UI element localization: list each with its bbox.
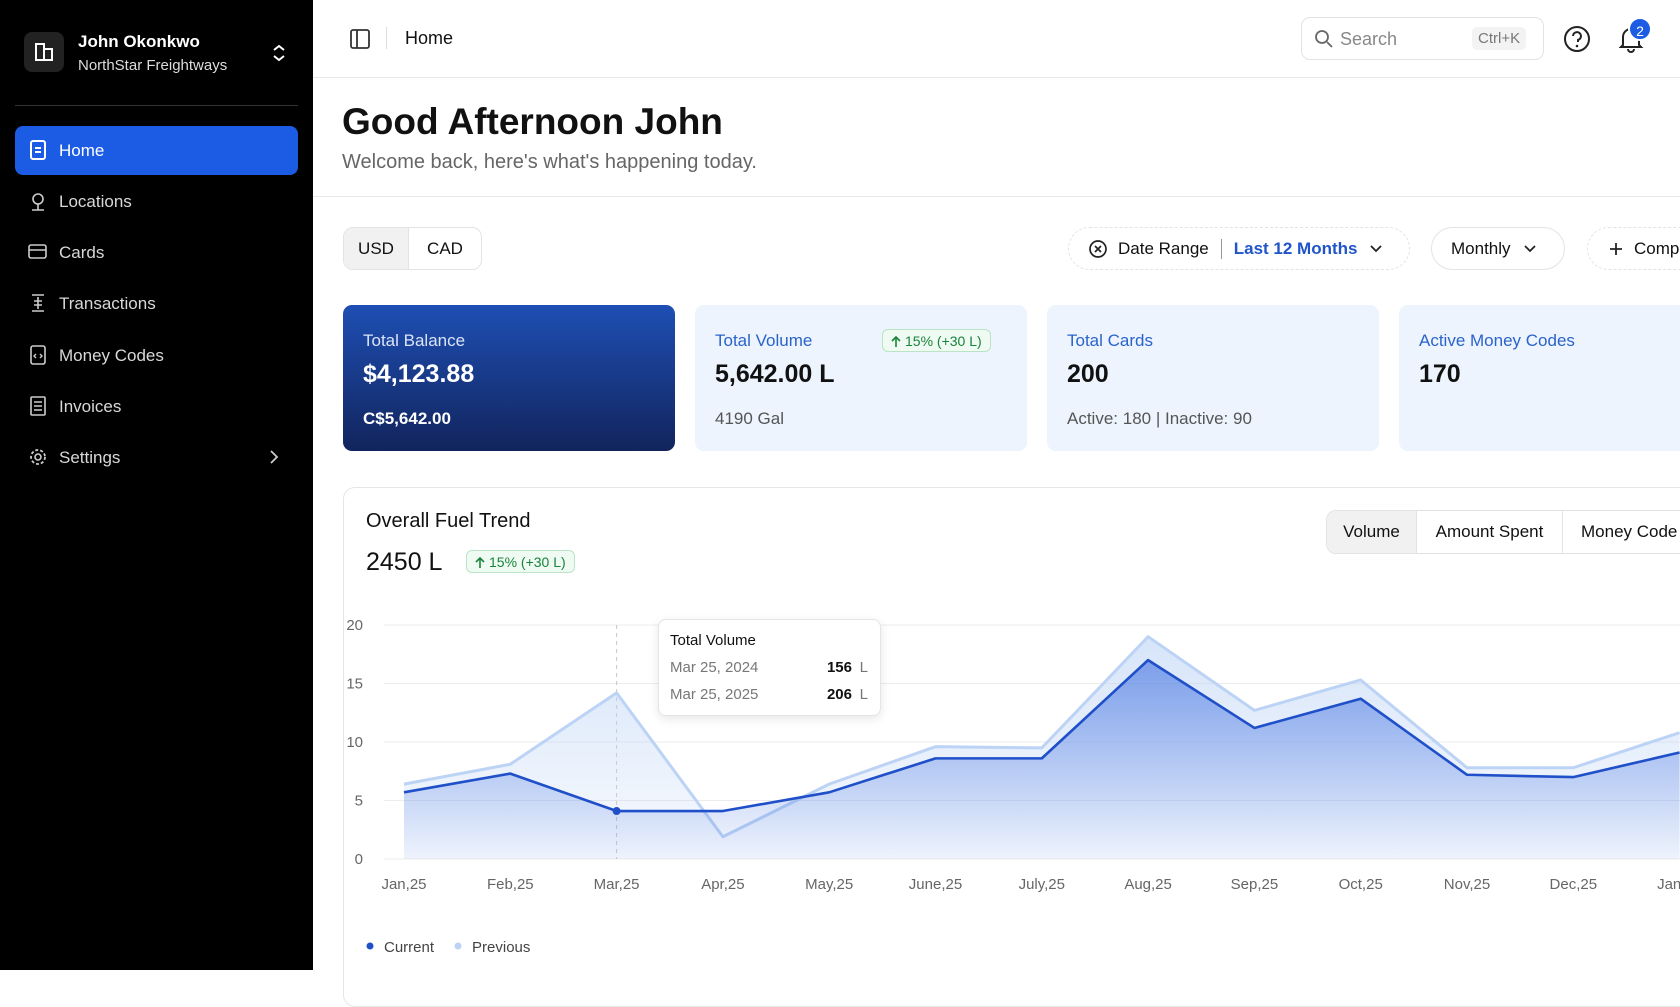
x-tick-label: Mar,25	[594, 876, 640, 893]
search-box[interactable]: Search Ctrl+K	[1301, 17, 1544, 60]
x-tick-label: June,25	[909, 876, 962, 893]
stat-value: 170	[1419, 360, 1461, 388]
x-tick-label: Sep,25	[1231, 876, 1279, 893]
x-tick-label: Oct,25	[1339, 876, 1383, 893]
stat-card: Active Money Codes 170	[1399, 305, 1680, 451]
x-tick-label: Jan,25	[381, 876, 426, 893]
nav-item[interactable]: Transactions	[15, 279, 298, 328]
y-tick-label: 20	[346, 617, 363, 634]
separator	[386, 27, 387, 49]
stat-badge: 15% (+30 L)	[882, 329, 991, 352]
tooltip-date: Mar 25, 2024	[670, 659, 759, 676]
stat-label: Active Money Codes	[1419, 331, 1575, 350]
tooltip-unit: L	[859, 659, 868, 676]
trend-total: 2450 L	[366, 548, 443, 576]
stat-card: Total Balance $4,123.88 C$5,642.00	[343, 305, 675, 451]
line-chart: 0 5 10 15 20 Jan,25 Feb,25 Mar,25 Apr,25 May,25 Ju…	[346, 617, 1680, 956]
x-tick-label: May,25	[805, 876, 853, 893]
stat-sub: C$5,642.00	[363, 409, 451, 428]
x-tick-label: Nov,25	[1444, 876, 1490, 893]
stat-label: Total Volume	[715, 331, 813, 350]
company-name: NorthStar Freightways	[78, 57, 228, 74]
stat-value: 5,642.00 L	[715, 360, 835, 388]
tab[interactable]: Amount Spent	[1417, 511, 1563, 553]
stat-label: Total Cards	[1067, 331, 1153, 350]
stat-label: Total Balance	[363, 331, 466, 350]
search-placeholder: Search	[1340, 29, 1398, 49]
stat-value: 200	[1067, 360, 1109, 388]
nav-item[interactable]: Invoices	[15, 382, 298, 431]
x-tick-label: Apr,25	[701, 876, 744, 893]
greeting-title: Good Afternoon John	[342, 101, 723, 142]
tooltip-unit: L	[859, 686, 868, 703]
breadcrumb: Home	[405, 28, 454, 48]
sidebar: John Okonkwo NorthStar Freightways Home …	[0, 0, 313, 970]
org-logo	[24, 32, 64, 72]
filter-value: Last 12 Months	[1233, 238, 1358, 258]
trend-badge: 15% (+30 L)	[466, 550, 575, 573]
y-tick-label: 15	[346, 676, 363, 693]
filter-label: Date Range	[1118, 238, 1209, 258]
currency-option[interactable]: CAD	[427, 238, 463, 258]
x-tick-label: July,25	[1019, 876, 1065, 893]
compare-button[interactable]: Comp	[1587, 227, 1680, 270]
account-switcher[interactable]	[270, 43, 288, 63]
period-value: Monthly	[1451, 238, 1511, 258]
greeting-subtitle: Welcome back, here's what's happening to…	[342, 151, 757, 173]
tab[interactable]: Volume	[1327, 511, 1417, 553]
nav-item[interactable]: Money Codes	[15, 331, 298, 380]
stat-card: Total Cards 200 Active: 180 | Inactive: …	[1047, 305, 1379, 451]
divider	[15, 105, 298, 106]
currency-toggle: USD CAD	[343, 227, 482, 270]
tooltip: Total Volume Mar 25, 2024 156 L Mar 25, …	[658, 619, 881, 716]
nav-item[interactable]: Locations	[15, 177, 298, 226]
nav-item[interactable]: Home	[15, 126, 298, 175]
stat-sub: 4190 Gal	[715, 409, 784, 428]
stat-sub: Active: 180 | Inactive: 90	[1067, 409, 1252, 428]
legend-label: Current	[384, 939, 435, 956]
nav-item[interactable]: Settings	[15, 433, 298, 482]
legend-label: Previous	[472, 939, 530, 956]
tooltip-date: Mar 25, 2025	[670, 686, 759, 703]
nav-item[interactable]: Cards	[15, 228, 298, 277]
date-range-filter[interactable]: Date Range Last 12 Months	[1068, 227, 1410, 270]
x-tick-label: Aug,25	[1124, 876, 1172, 893]
legend-marker	[366, 942, 374, 950]
y-tick-label: 0	[355, 851, 363, 868]
trend-title: Overall Fuel Trend	[366, 510, 531, 532]
tooltip-value: 206	[826, 686, 852, 703]
metric-tabs: Volume Amount Spent Money Code	[1326, 510, 1680, 554]
currency-option[interactable]: USD	[344, 228, 409, 269]
x-tick-label: Jan,25	[1657, 876, 1680, 893]
tooltip-title: Total Volume	[670, 632, 756, 649]
divider	[313, 196, 1680, 197]
x-tick-label: Dec,25	[1550, 876, 1598, 893]
user-name: John Okonkwo	[78, 32, 200, 51]
period-select[interactable]: Monthly	[1431, 227, 1565, 270]
divider	[313, 77, 1680, 78]
stat-card: Total Volume 15% (+30 L) 5,642.00 L 4190…	[695, 305, 1027, 451]
y-tick-label: 10	[346, 734, 363, 751]
series-line	[403, 635, 1680, 839]
hover-point	[612, 807, 621, 816]
help-icon[interactable]	[1563, 25, 1591, 53]
tab[interactable]: Money Code	[1581, 522, 1678, 541]
y-tick-label: 5	[355, 793, 363, 810]
x-tick-label: Feb,25	[487, 876, 534, 893]
stat-value: $4,123.88	[363, 360, 475, 388]
logo-icon	[35, 43, 53, 61]
legend-marker	[454, 942, 462, 950]
sidebar-toggle[interactable]	[349, 28, 371, 50]
shortcut: Ctrl+K	[1472, 27, 1527, 50]
notification-badge: 2	[1628, 17, 1652, 41]
tooltip-value: 156	[826, 659, 852, 676]
